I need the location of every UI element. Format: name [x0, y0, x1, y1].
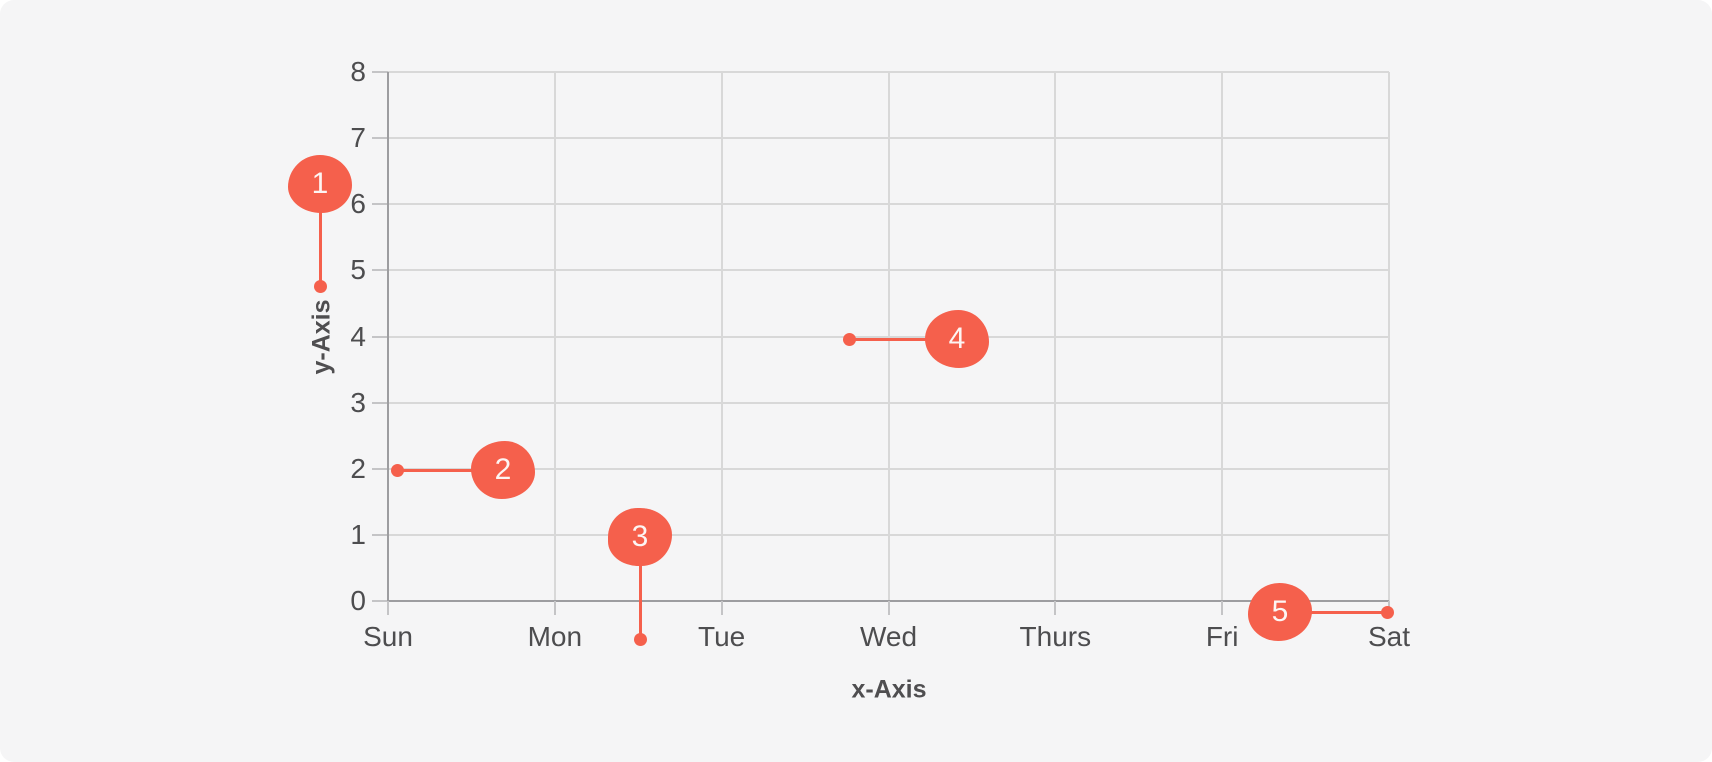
annotation-dot	[842, 332, 856, 346]
y-axis-title: y-Axis	[307, 299, 336, 375]
x-tick	[387, 601, 389, 615]
annotation-leader	[318, 184, 322, 286]
x-tick-label: Tue	[698, 621, 746, 652]
x-gridline	[1054, 72, 1057, 601]
annotation-badge: 4	[925, 310, 989, 368]
y-tick	[372, 71, 388, 73]
annotation-badge-label: 3	[631, 520, 649, 553]
y-tick	[372, 467, 388, 470]
x-gridline	[1221, 72, 1224, 601]
annotation-badge-label: 5	[1271, 595, 1289, 628]
annotation-badge-label: 2	[494, 453, 512, 486]
y-tick	[372, 269, 388, 272]
x-gridline	[887, 72, 890, 601]
annotation-badge-label: 4	[948, 322, 966, 355]
y-tick	[372, 600, 388, 602]
annotation-badge: 1	[288, 155, 352, 213]
y-tick	[372, 203, 388, 206]
x-tick-label: Sat	[1367, 621, 1411, 652]
annotation-dot	[313, 279, 327, 293]
annotation-leader	[397, 468, 503, 472]
annotation-leader	[849, 337, 957, 341]
y-tick-label: 5	[350, 254, 366, 286]
y-tick-label: 0	[350, 585, 366, 616]
x-tick	[720, 601, 723, 615]
x-tick-label: Thurs	[1019, 621, 1092, 652]
x-tick	[1054, 601, 1057, 615]
y-tick-label: 6	[350, 188, 366, 220]
annotation-leader	[1280, 610, 1387, 614]
annotation-badge: 2	[471, 441, 535, 499]
annotation-dot	[633, 632, 647, 646]
y-tick-label: 4	[350, 320, 366, 352]
y-tick-label: 1	[350, 518, 366, 550]
y-tick	[372, 533, 388, 536]
y-axis-line	[387, 72, 389, 601]
y-tick	[372, 137, 388, 140]
x-tick-label: Sun	[363, 621, 413, 652]
x-tick-label: Mon	[527, 621, 583, 652]
annotation-badge: 5	[1248, 583, 1312, 641]
y-tick-label: 3	[350, 386, 366, 418]
x-axis-title: x-Axis	[851, 675, 927, 704]
x-tick-label: Wed	[859, 621, 918, 652]
annotation-dot	[1380, 605, 1394, 619]
y-tick	[372, 335, 388, 338]
x-tick-label: Fri	[1205, 621, 1239, 652]
y-tick-label: 2	[350, 452, 366, 484]
annotation-badge: 3	[608, 508, 672, 566]
x-tick	[1221, 601, 1224, 615]
x-gridline	[1388, 72, 1390, 601]
x-gridline	[553, 72, 556, 601]
y-tick-label: 7	[350, 122, 366, 154]
y-tick	[372, 401, 388, 404]
x-tick	[887, 601, 890, 615]
x-gridline	[720, 72, 723, 601]
y-tick-label: 8	[350, 56, 366, 87]
annotation-dot	[390, 463, 404, 477]
annotation-badge-label: 1	[311, 167, 329, 200]
annotation-leader	[638, 537, 642, 639]
x-tick	[553, 601, 556, 615]
